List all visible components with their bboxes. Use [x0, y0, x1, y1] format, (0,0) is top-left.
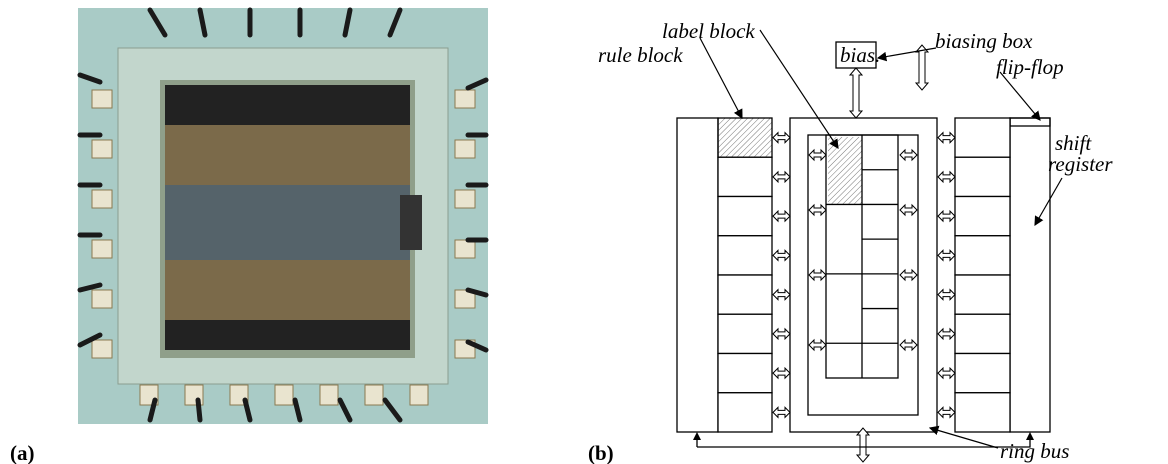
- annotation: label block: [662, 19, 755, 43]
- double-arrow: [938, 172, 955, 182]
- double-arrow: [900, 270, 917, 280]
- rule-cell: [718, 393, 772, 432]
- double-arrow: [773, 368, 790, 378]
- leader-line: [1035, 178, 1062, 225]
- double-arrow: [900, 205, 917, 215]
- double-arrow: [900, 150, 917, 160]
- double-arrow: [773, 172, 790, 182]
- double-arrow: [809, 340, 826, 350]
- double-arrow: [809, 270, 826, 280]
- double-arrow: [857, 428, 869, 462]
- rule-cell: [955, 157, 1010, 196]
- annotation: rule block: [598, 43, 683, 67]
- double-arrow: [938, 133, 955, 143]
- figure: (a) bias. rule block label block biasing…: [0, 0, 1168, 464]
- double-arrow: [938, 290, 955, 300]
- rule-cell: [718, 197, 772, 236]
- annotation: register: [1048, 152, 1113, 176]
- rule-cell: [955, 236, 1010, 275]
- double-arrow: [773, 290, 790, 300]
- double-arrow: [773, 211, 790, 221]
- rule-cell: [955, 314, 1010, 353]
- double-arrow: [809, 150, 826, 160]
- chip-photo: [78, 8, 488, 424]
- double-arrow: [938, 368, 955, 378]
- annotation: ring bus: [1000, 439, 1069, 463]
- rule-cell: [955, 197, 1010, 236]
- double-arrow: [773, 250, 790, 260]
- rule-cell: [955, 275, 1010, 314]
- leader-line: [878, 48, 936, 58]
- annotation: flip-flop: [996, 55, 1064, 79]
- double-arrow: [938, 211, 955, 221]
- double-arrow: [773, 329, 790, 339]
- double-arrow: [938, 407, 955, 417]
- rule-cell: [718, 118, 772, 157]
- rule-cell: [718, 236, 772, 275]
- leader-line: [700, 38, 742, 118]
- double-arrow: [900, 340, 917, 350]
- rule-cell: [955, 393, 1010, 432]
- rule-cell: [718, 157, 772, 196]
- double-arrow: [773, 133, 790, 143]
- panel-label: (a): [10, 441, 35, 464]
- rule-cell: [955, 354, 1010, 393]
- rule-cell: [718, 314, 772, 353]
- panel-label: (b): [588, 441, 614, 464]
- double-arrow: [773, 407, 790, 417]
- double-arrow: [809, 205, 826, 215]
- bias-box-text: bias.: [840, 43, 880, 67]
- rule-cell: [718, 354, 772, 393]
- leader-line: [1000, 72, 1040, 120]
- annotation: biasing box: [935, 29, 1033, 53]
- rule-cell: [718, 275, 772, 314]
- rule-cell: [955, 118, 1010, 157]
- double-arrow: [938, 329, 955, 339]
- double-arrow: [850, 68, 862, 118]
- double-arrow: [916, 45, 928, 90]
- double-arrow: [938, 250, 955, 260]
